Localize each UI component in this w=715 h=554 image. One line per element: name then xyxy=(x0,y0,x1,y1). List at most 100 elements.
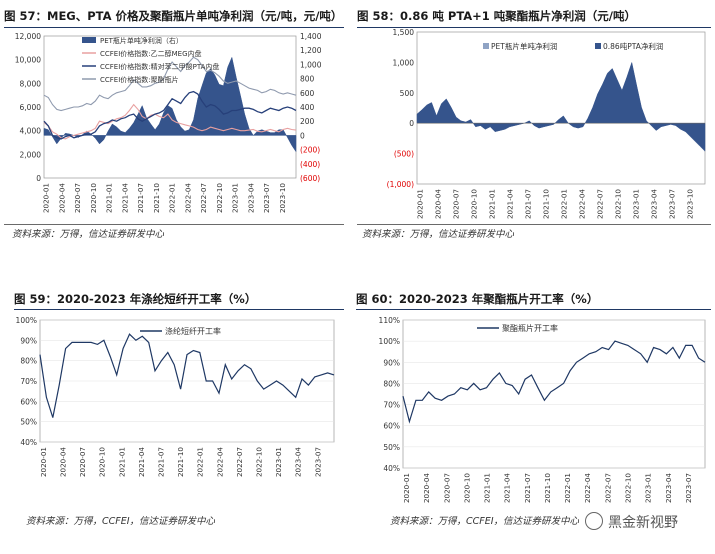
legend-label: CCFEI价格指数:乙二醇MEG内盘 xyxy=(100,49,202,58)
legend-swatch xyxy=(595,43,601,49)
x-tick-label: 2020-10 xyxy=(462,473,471,503)
chart-title-57: 图 57：MEG、PTA 价格及聚酯瓶片单吨净利润（元/吨，元/吨） xyxy=(4,9,343,23)
y2-tick-label: (600) xyxy=(300,174,320,183)
x-tick-label: 2023-04 xyxy=(294,447,303,477)
x-tick-label: 2020-04 xyxy=(433,189,442,219)
title-rule-59 xyxy=(14,309,344,310)
x-tick-label: 2023-04 xyxy=(664,473,673,503)
x-tick-label: 2023-10 xyxy=(685,189,694,219)
x-tick-label: 2020-01 xyxy=(42,183,51,213)
x-tick-label: 2023-04 xyxy=(246,183,255,213)
y-tick-label: 1,000 xyxy=(393,58,415,67)
legend-swatch xyxy=(82,37,96,43)
x-tick-label: 2020-07 xyxy=(442,473,451,503)
chart-60: 40% 50% 60% 70% 80% 90% 100% 110% 2020-01 2020-04… xyxy=(379,316,706,503)
meg-line xyxy=(43,103,297,140)
x-tick-label: 2021-04 xyxy=(505,189,514,219)
y-tick-label: 50% xyxy=(383,443,400,452)
x-tick-label: 2022-04 xyxy=(583,473,592,503)
y2-tick-label: 0 xyxy=(300,131,305,140)
legend-label: CCFEI价格指数:聚酯瓶片 xyxy=(100,75,179,84)
x-tick-label: 2020-01 xyxy=(39,447,48,477)
y-tick-label: 40% xyxy=(20,438,37,447)
y-tick-label: 0 xyxy=(36,174,41,183)
title-rule-57 xyxy=(4,27,344,28)
x-tick-label: 2023-07 xyxy=(684,473,693,503)
x-tick-label: 2020-07 xyxy=(73,183,82,213)
x-tick-label: 2022-07 xyxy=(603,473,612,503)
x-tick-label: 2021-01 xyxy=(105,183,114,213)
y-tick-label: 70% xyxy=(383,401,400,410)
legend-label: PET瓶片单吨净利润（右） xyxy=(100,36,183,45)
y-tick-label: 70% xyxy=(20,377,37,386)
y-tick-label: 90% xyxy=(20,336,37,345)
y-tick-label: 100% xyxy=(379,337,400,346)
y2-tick-label: 600 xyxy=(300,89,315,98)
x-tick-label: 2023-01 xyxy=(644,473,653,503)
y-tick-label: 40% xyxy=(383,464,400,473)
y-tick-label: 110% xyxy=(379,316,400,325)
x-tick-label: 2022-07 xyxy=(199,183,208,213)
x-tick-label: 2021-10 xyxy=(543,473,552,503)
x-tick-label: 2020-10 xyxy=(98,447,107,477)
x-tick-label: 2021-07 xyxy=(523,473,532,503)
utilization-line xyxy=(39,333,335,418)
x-tick-label: 2023-01 xyxy=(231,183,240,213)
x-tick-label: 2022-07 xyxy=(235,447,244,477)
y-tick-label: 100% xyxy=(16,316,37,325)
x-tick-label: 2022-10 xyxy=(215,183,224,213)
y-tick-label: 8,000 xyxy=(20,79,42,88)
legend-label: 0.86吨PTA净利润 xyxy=(603,41,663,51)
y-tick-label: (500) xyxy=(394,150,414,159)
chart-57: 0 2,000 4,000 6,000 8,000 10,000 12,000 2020-01… xyxy=(15,32,322,213)
x-tick-label: 2023-07 xyxy=(667,189,676,219)
source-rule-58 xyxy=(357,224,711,225)
x-tick-label: 2023-07 xyxy=(313,447,322,477)
x-tick-label: 2020-07 xyxy=(451,189,460,219)
y-tick-label: 90% xyxy=(383,358,400,367)
x-tick-label: 2021-10 xyxy=(541,189,550,219)
source-rule-57 xyxy=(4,224,344,225)
pet-line xyxy=(43,56,297,112)
y2-tick-label: (200) xyxy=(300,146,320,155)
y-tick-label: 60% xyxy=(383,422,400,431)
y-tick-label: 2,000 xyxy=(20,150,42,159)
source-59: 资料来源：万得，CCFEI，信达证券研发中心 xyxy=(26,516,216,527)
x-tick-label: 2022-04 xyxy=(183,183,192,213)
y-tick-label: 6,000 xyxy=(20,103,42,112)
source-58: 资料来源：万得，信达证券研发中心 xyxy=(362,229,515,240)
x-tick-label: 2022-01 xyxy=(563,473,572,503)
y2-tick-label: 200 xyxy=(300,117,315,126)
chart-title-60: 图 60：2020-2023 年聚酯瓶片开工率（%） xyxy=(356,292,599,306)
x-tick-label: 2021-07 xyxy=(136,183,145,213)
legend-label: 涤纶短纤开工率 xyxy=(165,326,221,336)
wechat-icon xyxy=(585,512,603,530)
chart-59: 40% 50% 60% 70% 80% 90% 100% 2020-01 2020-04 2020… xyxy=(16,316,335,477)
x-tick-label: 2022-01 xyxy=(196,447,205,477)
source-60: 资料来源：万得，CCFEI，信达证券研发中心 xyxy=(390,516,580,527)
y2-tick-label: 1,400 xyxy=(300,32,322,41)
y-tick-label: 10,000 xyxy=(15,56,41,65)
y2-tick-label: 1,000 xyxy=(300,60,322,69)
x-tick-label: 2022-01 xyxy=(559,189,568,219)
y2-tick-label: 400 xyxy=(300,103,315,112)
x-tick-label: 2022-04 xyxy=(577,189,586,219)
x-tick-label: 2023-07 xyxy=(262,183,271,213)
plot-border xyxy=(402,319,706,469)
x-tick-label: 2022-04 xyxy=(215,447,224,477)
plot-border xyxy=(416,31,706,185)
chart-58: (1,000) (500) 0 500 1,000 1,500 2020-01 2020-04… xyxy=(387,28,706,219)
chart-title-58: 图 58：0.86 吨 PTA+1 吨聚酯瓶片净利润（元/吨） xyxy=(357,9,637,23)
x-tick-label: 2022-10 xyxy=(624,473,633,503)
x-tick-label: 2022-01 xyxy=(168,183,177,213)
x-tick-label: 2022-10 xyxy=(613,189,622,219)
legend-swatch xyxy=(483,43,489,49)
x-tick-label: 2023-01 xyxy=(631,189,640,219)
x-tick-label: 2020-07 xyxy=(78,447,87,477)
x-tick-label: 2023-01 xyxy=(274,447,283,477)
x-tick-label: 2021-04 xyxy=(137,447,146,477)
x-tick-label: 2023-10 xyxy=(278,183,287,213)
x-tick-label: 2020-04 xyxy=(57,183,66,213)
x-tick-label: 2020-01 xyxy=(415,189,424,219)
x-tick-label: 2021-10 xyxy=(176,447,185,477)
